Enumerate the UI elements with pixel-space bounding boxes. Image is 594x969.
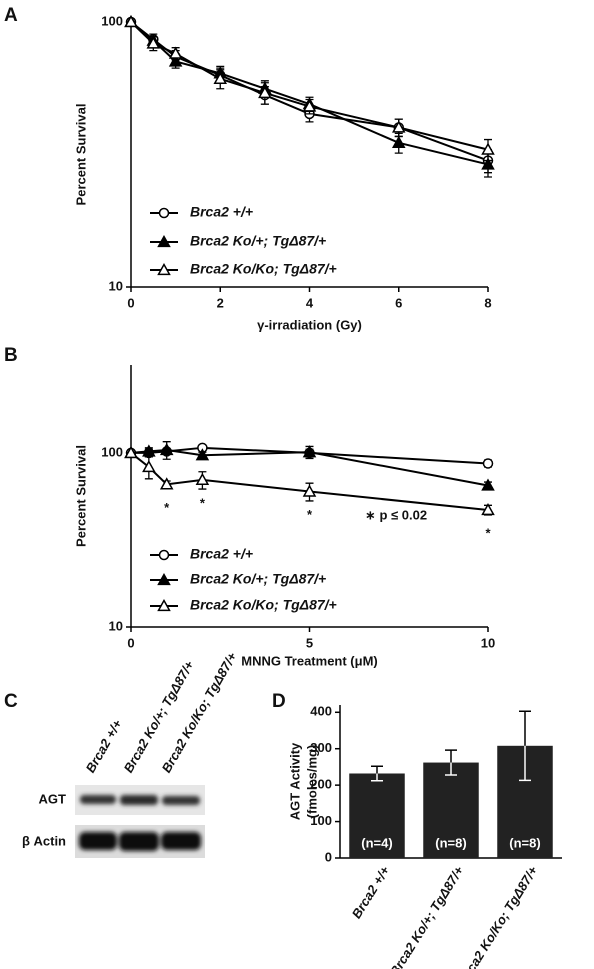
x-tick-label: 6: [395, 295, 402, 310]
marker: [391, 135, 406, 148]
marker: [213, 71, 228, 85]
panel-label: A: [4, 5, 18, 26]
error-bar-lower: [371, 773, 383, 782]
x-tick-label: 10: [481, 635, 495, 650]
marker: [258, 85, 272, 99]
x-tick-label: 0: [127, 295, 134, 310]
marker: [168, 46, 183, 59]
marker: [142, 459, 156, 473]
y-tick-label: 10: [109, 618, 123, 633]
marker: [302, 484, 317, 497]
bar-label: (n=8): [435, 835, 466, 850]
significance-mark: *: [164, 500, 170, 515]
legend-marker: [158, 549, 170, 561]
x-tick-label: Brca2 Ko/+; TgΔ87/+: [387, 863, 467, 969]
error-bar-lower: [445, 762, 457, 776]
significance-mark: *: [485, 525, 491, 540]
panel-label: D: [272, 691, 286, 712]
marker: [481, 142, 495, 155]
x-tick-label: 2: [217, 295, 224, 310]
marker: [146, 36, 161, 49]
marker: [481, 502, 495, 516]
band: [119, 832, 159, 851]
panel-label: C: [4, 691, 18, 712]
legend-marker: [158, 207, 170, 219]
x-tick-label: 8: [484, 295, 491, 310]
legend-label: Brca2 Ko/+; TgΔ87/+: [190, 571, 326, 587]
legend-marker: [157, 262, 171, 276]
series-line: [130, 452, 489, 512]
legend-marker: [157, 572, 171, 586]
legend-label: Brca2 +/+: [190, 546, 253, 562]
marker: [124, 14, 138, 28]
legend-label: Brca2 Ko/+; TgΔ87/+: [190, 233, 326, 249]
marker: [195, 448, 210, 461]
significance-mark: *: [307, 507, 313, 522]
y-tick-label: 100: [101, 13, 123, 28]
error-bar-lower: [519, 745, 531, 782]
x-axis-label: γ-irradiation (Gy): [257, 317, 362, 332]
marker: [168, 54, 183, 67]
panel-label: B: [4, 345, 18, 366]
blot-column-label: Brca2 +/+: [83, 717, 125, 776]
series-line: [130, 21, 489, 151]
y-axis-label: (fmoles/mg): [304, 745, 319, 819]
annotation: ∗ p ≤ 0.02: [365, 507, 427, 522]
marker: [159, 442, 174, 456]
bar-label: (n=8): [509, 835, 540, 850]
x-axis-label: MNNG Treatment (μM): [241, 653, 378, 668]
marker: [481, 478, 495, 491]
x-tick-label: 4: [306, 295, 314, 310]
legend-label: Brca2 Ko/Ko; TgΔ87/+: [190, 597, 337, 613]
marker: [124, 445, 138, 459]
marker: [142, 444, 156, 457]
y-tick-label: 100: [101, 444, 123, 459]
marker: [302, 445, 317, 458]
x-tick-label: 5: [306, 635, 313, 650]
band: [120, 795, 158, 805]
blot-column-label: Brca2 Ko/Ko; TgΔ87/+: [159, 649, 240, 775]
band: [80, 795, 116, 804]
bar: [423, 762, 479, 858]
legend-label: Brca2 +/+: [190, 204, 253, 220]
bar-label: (n=4): [361, 835, 392, 850]
blot-row-label: AGT: [39, 791, 67, 806]
marker: [195, 472, 210, 486]
x-tick-label: Brca2 +/+: [349, 863, 393, 921]
blot-row-label: β Actin: [22, 833, 66, 848]
y-axis-label: Percent Survival: [73, 104, 88, 206]
legend-marker: [157, 598, 171, 612]
marker: [481, 157, 495, 170]
blot-bands: [79, 795, 201, 851]
marker: [391, 120, 406, 133]
marker: [302, 99, 317, 112]
band: [79, 832, 117, 850]
x-tick-label: 0: [127, 635, 134, 650]
y-tick-label: 0: [325, 849, 332, 864]
series-line: [130, 21, 489, 162]
legend-marker: [157, 234, 171, 248]
y-tick-label: 100: [310, 813, 332, 828]
series-line: [130, 21, 489, 166]
y-tick-label: 10: [109, 278, 123, 293]
legend-label: Brca2 Ko/Ko; TgΔ87/+: [190, 261, 337, 277]
band: [161, 832, 201, 850]
y-tick-label: 200: [310, 777, 332, 792]
y-tick-label: 300: [310, 740, 332, 755]
blot-column-label: Brca2 Ko/+; TgΔ87/+: [121, 658, 197, 775]
marker: [482, 458, 494, 469]
y-axis-label: AGT Activity: [287, 742, 302, 820]
marker: [159, 477, 174, 490]
significance-mark: *: [200, 495, 206, 510]
y-axis-label: Percent Survival: [73, 445, 88, 547]
y-tick-label: 400: [310, 704, 332, 719]
band: [162, 796, 200, 805]
x-tick-label: Brca2 Ko/Ko; TgΔ87/+: [456, 863, 541, 969]
bar: [349, 773, 405, 858]
